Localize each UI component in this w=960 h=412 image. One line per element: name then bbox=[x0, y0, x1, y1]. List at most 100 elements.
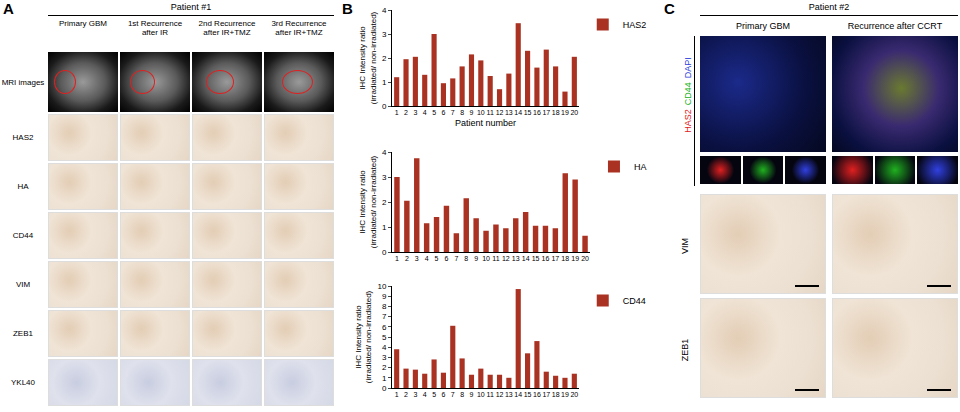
html-text:B: B bbox=[342, 0, 353, 17]
svg-text:1: 1 bbox=[395, 255, 399, 262]
svg-text:16: 16 bbox=[533, 109, 541, 116]
html-text:Patient #1: Patient #1 bbox=[170, 2, 212, 12]
svg-text:6: 6 bbox=[444, 255, 448, 262]
svg-text:3: 3 bbox=[382, 30, 387, 39]
svg-text:10: 10 bbox=[482, 255, 490, 262]
svg-text:4: 4 bbox=[382, 6, 387, 15]
svg-text:5: 5 bbox=[432, 391, 436, 398]
svg-text:14: 14 bbox=[514, 391, 522, 398]
svg-text:10: 10 bbox=[477, 391, 485, 398]
html-text:Primary GBM: Primary GBM bbox=[736, 21, 790, 31]
svg-text:2: 2 bbox=[382, 54, 387, 63]
svg-text:14: 14 bbox=[522, 255, 530, 262]
svg-text:2: 2 bbox=[382, 198, 387, 207]
svg-text:12: 12 bbox=[496, 391, 504, 398]
svg-text:9: 9 bbox=[474, 255, 478, 262]
html-text:Patient #2: Patient #2 bbox=[808, 2, 850, 12]
svg-text:18: 18 bbox=[552, 391, 560, 398]
svg-text:5: 5 bbox=[435, 255, 439, 262]
svg-text:20: 20 bbox=[581, 255, 589, 262]
html-text:MRI images: MRI images bbox=[1, 77, 45, 87]
svg-text:0: 0 bbox=[382, 102, 387, 111]
svg-text:IHC Intensity ratio(irradiated: IHC Intensity ratio(irradiated/ non-irra… bbox=[354, 290, 373, 383]
svg-text:14: 14 bbox=[514, 109, 522, 116]
html-text:Recurrence after CCRT: Recurrence after CCRT bbox=[847, 21, 943, 31]
svg-text:11: 11 bbox=[487, 109, 494, 116]
svg-text:17: 17 bbox=[551, 255, 559, 262]
svg-text:20: 20 bbox=[570, 391, 578, 398]
svg-text:7: 7 bbox=[451, 391, 455, 398]
svg-text:10: 10 bbox=[477, 109, 485, 116]
svg-text:6: 6 bbox=[441, 109, 445, 116]
svg-text:9: 9 bbox=[470, 109, 474, 116]
svg-text:2: 2 bbox=[405, 255, 409, 262]
svg-text:18: 18 bbox=[561, 255, 569, 262]
html-text:A: A bbox=[3, 0, 14, 17]
svg-text:5: 5 bbox=[432, 109, 436, 116]
svg-text:9: 9 bbox=[382, 292, 387, 301]
svg-text:HA: HA bbox=[634, 162, 647, 172]
svg-text:17: 17 bbox=[542, 391, 550, 398]
svg-text:19: 19 bbox=[561, 109, 569, 116]
html-text:3rd Recurrence after IR+TMZ: 3rd Recurrence after IR+TMZ bbox=[271, 19, 327, 37]
svg-text:10: 10 bbox=[377, 282, 386, 291]
svg-text:1: 1 bbox=[382, 223, 387, 232]
html-text:2nd Recurrence after IR+TMZ: 2nd Recurrence after IR+TMZ bbox=[198, 19, 256, 37]
svg-text:9: 9 bbox=[470, 391, 474, 398]
svg-text:15: 15 bbox=[524, 391, 532, 398]
svg-text:15: 15 bbox=[532, 255, 540, 262]
svg-text:3: 3 bbox=[413, 109, 417, 116]
svg-text:16: 16 bbox=[542, 255, 550, 262]
svg-text:CD44: CD44 bbox=[623, 296, 646, 306]
svg-text:IHC Intensity ratio(irradiated: IHC Intensity ratio(irradiated/ non-irra… bbox=[358, 11, 377, 104]
svg-text:4: 4 bbox=[382, 148, 387, 157]
svg-text:1: 1 bbox=[382, 78, 387, 87]
svg-text:3: 3 bbox=[382, 353, 387, 362]
svg-text:8: 8 bbox=[464, 255, 468, 262]
svg-text:17: 17 bbox=[542, 109, 550, 116]
svg-text:20: 20 bbox=[570, 109, 578, 116]
svg-text:13: 13 bbox=[505, 391, 513, 398]
svg-text:4: 4 bbox=[423, 391, 427, 398]
svg-text:7: 7 bbox=[382, 312, 387, 321]
svg-text:Patient number: Patient number bbox=[455, 118, 516, 128]
svg-text:0: 0 bbox=[382, 248, 387, 257]
svg-text:8: 8 bbox=[460, 109, 464, 116]
html-text:HAS2: HAS2 bbox=[683, 109, 693, 133]
svg-text:15: 15 bbox=[524, 109, 532, 116]
svg-text:13: 13 bbox=[505, 109, 513, 116]
svg-text:2: 2 bbox=[404, 391, 408, 398]
svg-text:4: 4 bbox=[382, 343, 387, 352]
html-text:C: C bbox=[664, 0, 675, 17]
svg-text:3: 3 bbox=[382, 173, 387, 182]
svg-text:7: 7 bbox=[451, 109, 455, 116]
html-text:1st Recurrence after IR: 1st Recurrence after IR bbox=[127, 19, 183, 37]
svg-text:11: 11 bbox=[487, 391, 494, 398]
svg-text:2: 2 bbox=[404, 109, 408, 116]
svg-text:12: 12 bbox=[496, 109, 504, 116]
svg-text:1: 1 bbox=[395, 391, 399, 398]
svg-text:HAS2: HAS2 bbox=[623, 20, 647, 30]
svg-text:8: 8 bbox=[382, 302, 387, 311]
svg-text:16: 16 bbox=[533, 391, 541, 398]
svg-text:18: 18 bbox=[552, 109, 560, 116]
svg-text:19: 19 bbox=[571, 255, 579, 262]
svg-text:19: 19 bbox=[561, 391, 569, 398]
svg-text:6: 6 bbox=[441, 391, 445, 398]
svg-text:4: 4 bbox=[425, 255, 429, 262]
svg-text:12: 12 bbox=[502, 255, 510, 262]
svg-text:5: 5 bbox=[382, 333, 387, 342]
svg-text:6: 6 bbox=[382, 323, 387, 332]
svg-text:11: 11 bbox=[492, 255, 499, 262]
svg-text:1: 1 bbox=[395, 109, 399, 116]
svg-text:7: 7 bbox=[454, 255, 458, 262]
svg-text:1: 1 bbox=[382, 374, 387, 383]
svg-text:0: 0 bbox=[382, 384, 387, 393]
svg-text:4: 4 bbox=[423, 109, 427, 116]
svg-text:13: 13 bbox=[512, 255, 520, 262]
svg-text:3: 3 bbox=[413, 391, 417, 398]
svg-text:2: 2 bbox=[382, 363, 387, 372]
svg-text:IHC Intensity ratio(irradiated: IHC Intensity ratio(irradiated/ non-irra… bbox=[358, 155, 377, 248]
svg-text:8: 8 bbox=[460, 391, 464, 398]
svg-text:3: 3 bbox=[415, 255, 419, 262]
